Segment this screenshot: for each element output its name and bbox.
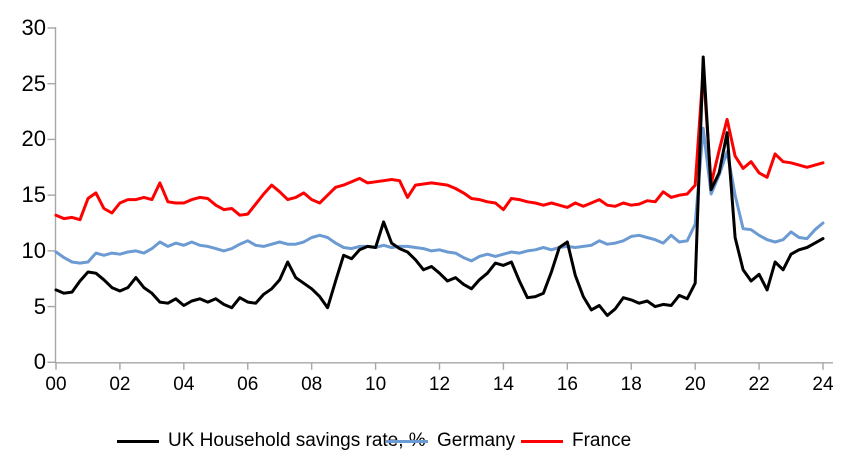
x-axis-tick-label: 24	[812, 374, 834, 395]
x-axis-tick-label: 22	[748, 374, 770, 395]
series-line-germany	[54, 126, 825, 265]
x-axis-tick-label: 12	[428, 374, 451, 395]
y-axis-tick-label: 5	[33, 293, 46, 319]
x-axis-tick-label: 00	[45, 374, 67, 395]
legend-item-uk: UK Household savings rate, %	[117, 430, 426, 452]
x-axis-tick-label: 14	[492, 374, 514, 395]
x-axis-tick-label: 20	[684, 374, 706, 395]
legend-item-germany: Germany	[386, 430, 515, 452]
y-axis-tick-label: 20	[21, 126, 46, 152]
y-axis-tick-label: 15	[21, 182, 46, 208]
x-axis-tick-label: 16	[556, 374, 578, 395]
legend-line-swatch	[117, 439, 159, 443]
series-line-france	[54, 67, 825, 222]
x-axis-tick-label: 08	[301, 374, 323, 395]
legend-line-swatch	[386, 439, 428, 443]
x-axis-tick-label: 10	[365, 374, 387, 395]
x-axis-tick-label: 18	[620, 374, 642, 395]
y-axis-tick-label: 25	[21, 70, 46, 96]
x-axis-tick-label: 06	[237, 374, 259, 395]
y-axis-tick-label: 0	[33, 349, 46, 375]
y-axis-tick-label: 30	[21, 15, 46, 40]
y-axis-tick-label: 10	[21, 237, 46, 263]
legend-item-france: France	[521, 430, 631, 452]
x-axis-tick-label: 02	[109, 374, 131, 395]
legend-label: UK Household savings rate, %	[168, 430, 426, 451]
legend-label: France	[572, 430, 632, 451]
x-axis-tick-label: 04	[173, 374, 195, 395]
legend-label: Germany	[437, 430, 516, 451]
legend-line-swatch	[521, 439, 563, 443]
series-line-uk	[54, 55, 825, 317]
